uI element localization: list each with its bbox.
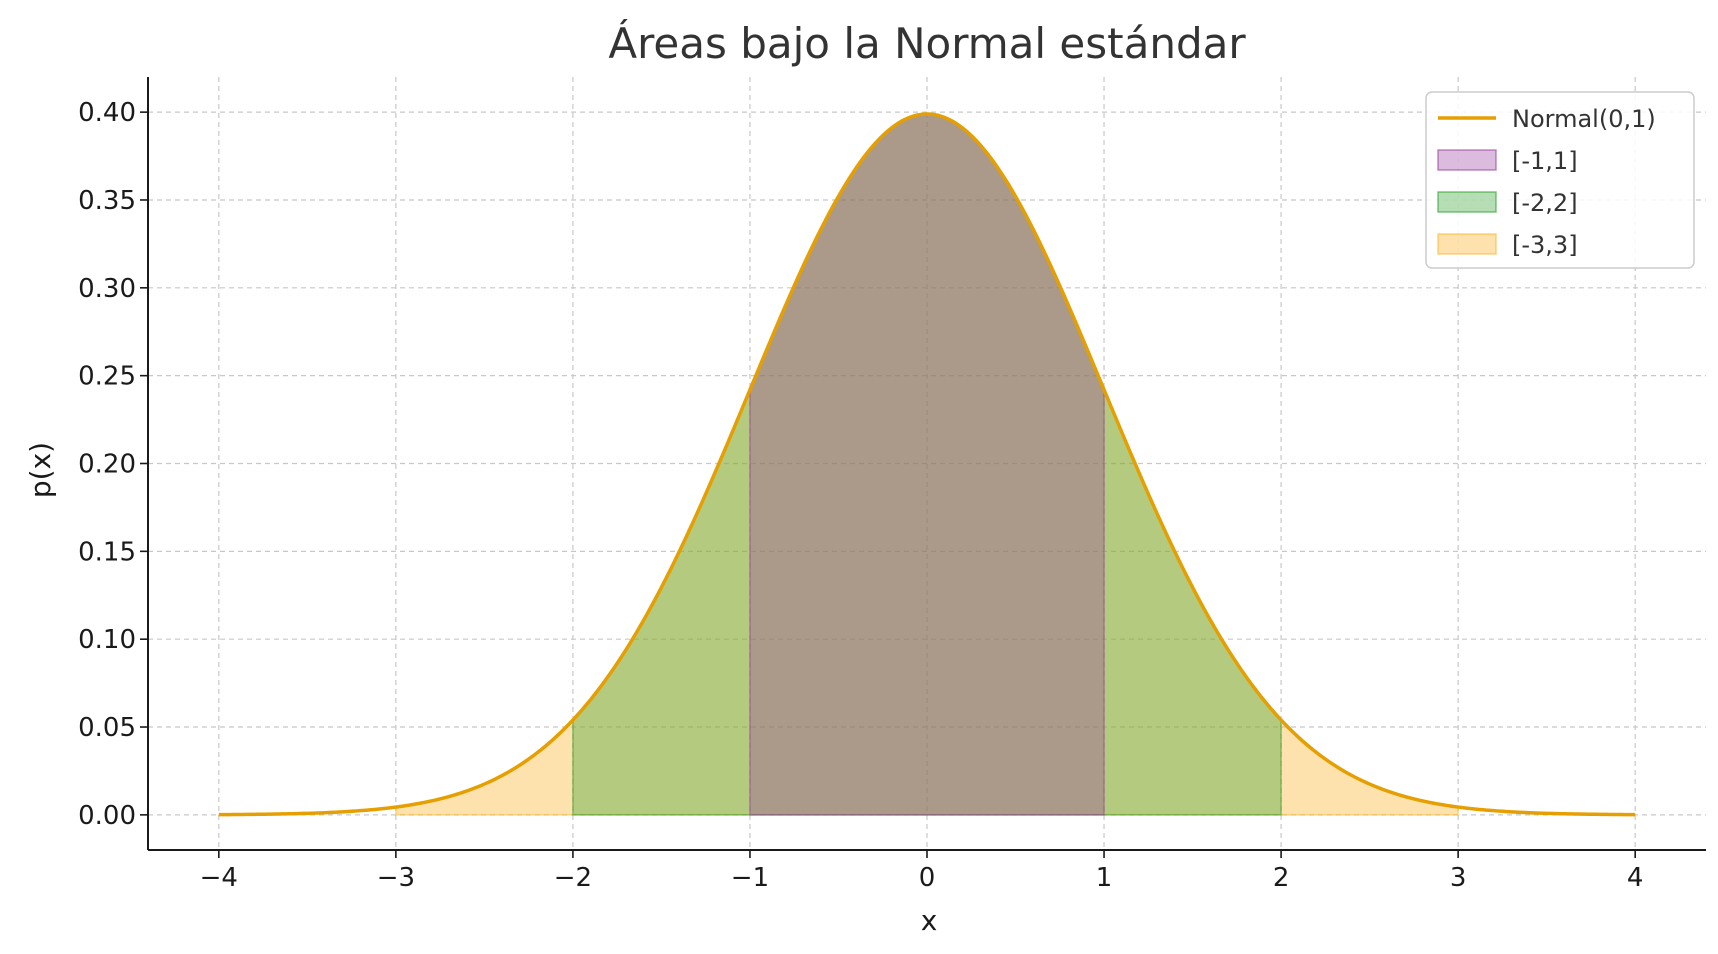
shaded-areas [395, 113, 1459, 816]
x-tick-label: 1 [1096, 863, 1113, 893]
chart-title: Áreas bajo la Normal estándar [608, 18, 1246, 68]
y-tick-label: 0.40 [78, 98, 136, 128]
legend-label: Normal(0,1) [1512, 105, 1656, 133]
y-tick-label: 0.05 [78, 713, 136, 743]
y-tick-label: 0.35 [78, 186, 136, 216]
x-tick-label: 4 [1627, 863, 1644, 893]
x-tick-label: −2 [554, 863, 592, 893]
legend-label: [-3,3] [1512, 231, 1578, 259]
legend-area-swatch [1437, 233, 1497, 255]
shaded-region-_-1_1_ [749, 113, 1105, 816]
x-tick-label: 0 [919, 863, 936, 893]
legend-label: [-1,1] [1512, 147, 1578, 175]
legend-box [1425, 91, 1695, 269]
tick-labels: −4 −3 −2 −1 0 1 2 3 4 0.00 0.05 0.10 0.15 0.20 0.25 0.3… [78, 98, 1643, 893]
y-tick-label: 0.00 [78, 801, 136, 831]
y-tick-label: 0.30 [78, 274, 136, 304]
x-tick-label: −1 [731, 863, 769, 893]
y-tick-label: 0.15 [78, 537, 136, 567]
y-tick-label: 0.25 [78, 362, 136, 392]
legend-area-swatch [1437, 191, 1497, 213]
curve-layer [218, 112, 1636, 817]
x-tick-label: 3 [1450, 863, 1467, 893]
y-tick-label: 0.20 [78, 450, 136, 480]
y-tick-label: 0.10 [78, 625, 136, 655]
legend-label: [-2,2] [1512, 189, 1578, 217]
normal-curve [218, 112, 1636, 817]
x-tick-label: −4 [200, 863, 238, 893]
x-tick-label: −3 [377, 863, 415, 893]
y-axis-label: p(x) [24, 442, 57, 498]
x-tick-label: 2 [1273, 863, 1290, 893]
legend: Normal(0,1) [-1,1] [-2,2] [-3,3] [1425, 91, 1695, 269]
legend-area-swatch [1437, 149, 1497, 171]
x-axis-label: x [921, 904, 938, 937]
